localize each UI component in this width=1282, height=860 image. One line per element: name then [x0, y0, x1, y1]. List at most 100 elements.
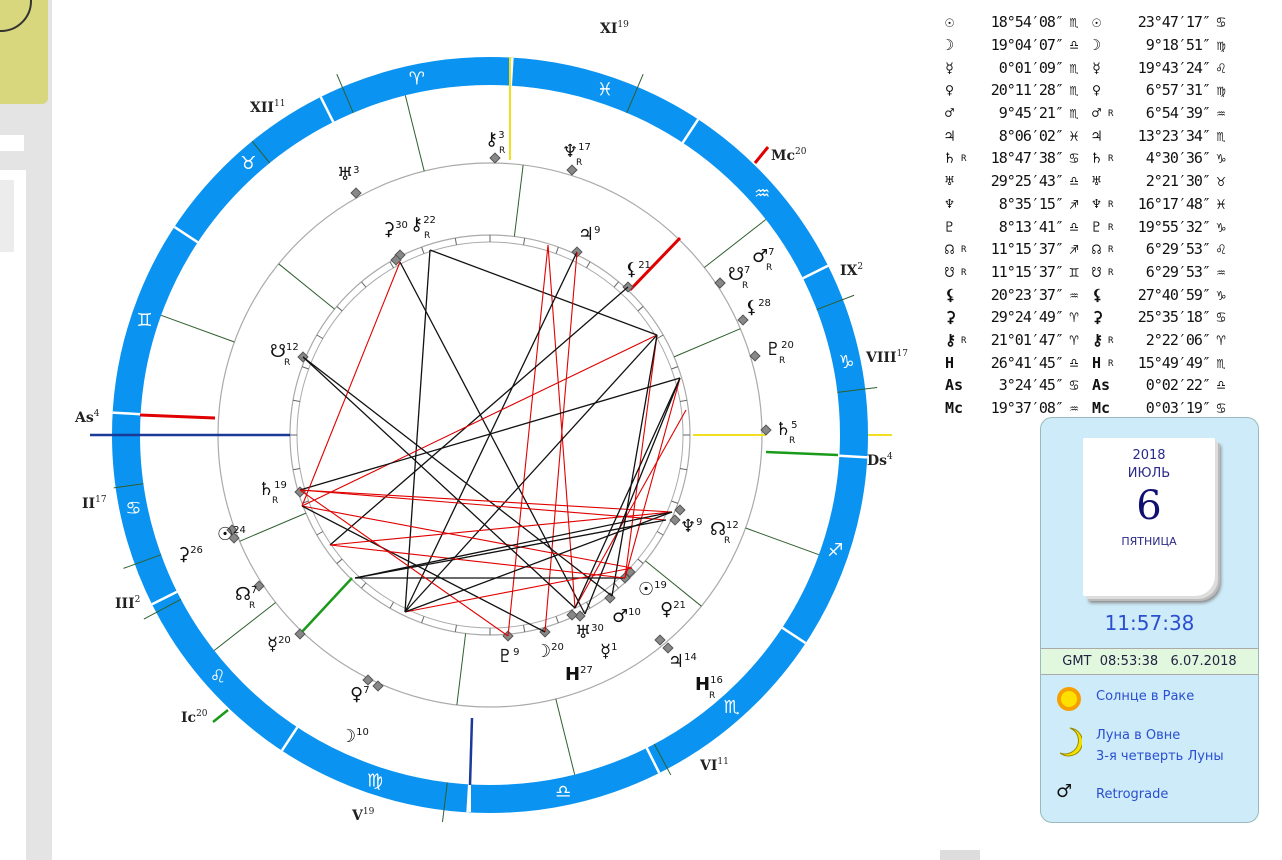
degree-tick — [316, 334, 324, 339]
planet-glyph: Mc — [945, 399, 964, 418]
planet-glyph: ⚳ — [177, 544, 190, 565]
left-cell: Mc 19°37′08″ ♒ — [945, 399, 1090, 417]
table-row: ♂ 9°45′21″ ♏ ♂ R 6°54′39″ ♒ — [945, 102, 1237, 125]
planet-degree: 20 — [278, 635, 291, 646]
site-logo[interactable] — [0, 0, 48, 104]
table-row: ♃ 8°06′02″ ♓ ♃ 13°23′34″ ♏ — [945, 124, 1237, 147]
planet-glyph: ♅ — [1092, 172, 1102, 191]
degree-value: 8°13′41″ — [998, 217, 1064, 236]
house-cusp-line — [626, 73, 644, 114]
planet-glyph: ☋ — [945, 262, 955, 281]
planet-glyph: ☋ — [1092, 262, 1102, 281]
left-cell: H 26°41′45″ ♎ — [945, 354, 1090, 372]
retro-mark: R — [961, 267, 967, 278]
planet-marker — [372, 680, 384, 692]
retro-mark: R — [961, 154, 967, 165]
planet-glyph: ☽ — [945, 36, 955, 55]
cusp-number: II — [82, 496, 95, 512]
sun-sign-link[interactable]: Солнце в Раке — [1056, 686, 1194, 716]
angle-axis-line — [299, 577, 353, 635]
planet-glyph: ♇ — [497, 646, 513, 667]
planet-label: ⚸21 — [625, 259, 651, 280]
degree-tick — [336, 306, 343, 312]
planet-glyph: ♄ — [1092, 149, 1102, 168]
degree-value: 23°47′17″ — [1137, 13, 1211, 32]
right-cell: ☋ R 6°29′53″ ♒ — [1092, 263, 1237, 281]
planet-label: ♇20 — [765, 339, 794, 360]
planet-glyph: ♂ — [612, 606, 628, 627]
degree-value: 0°01′09″ — [998, 58, 1064, 77]
sign-glyph: ♎ — [1069, 172, 1079, 191]
retrograde-link[interactable]: ♂ Retrograde — [1056, 781, 1169, 805]
planet-degree: 7 — [251, 585, 257, 596]
sun-sign-text[interactable]: Солнце в Раке — [1096, 689, 1195, 704]
house-cusp-line — [404, 95, 425, 172]
sun-icon — [1056, 686, 1096, 716]
planet-marker — [294, 628, 306, 640]
house-cusp-line — [645, 560, 702, 607]
right-cell: ⚸ 27°40′59″ ♑ — [1092, 286, 1237, 304]
sign-glyph: ♏ — [1069, 81, 1079, 100]
retrograde-text[interactable]: Retrograde — [1096, 787, 1169, 802]
moon-sign-text[interactable]: Луна в Овне — [1096, 728, 1181, 743]
house-cusp-label: VIII17 — [865, 349, 908, 366]
planet-glyph: ♀ — [660, 599, 673, 620]
planet-marker — [714, 277, 726, 289]
planet-glyph: ☉ — [1092, 13, 1102, 32]
sign-glyph: ♈ — [1216, 330, 1226, 349]
table-row: ♅ 29°25′43″ ♎ ♅ 2°21′30″ ♉ — [945, 170, 1237, 193]
cusp-degree: 17 — [95, 495, 107, 505]
right-cell: ☊ R 6°29′53″ ♌ — [1092, 240, 1237, 258]
planet-glyph: ☉ — [638, 579, 654, 600]
aspect-line-hard — [301, 505, 633, 569]
sign-divider — [466, 784, 471, 813]
planet-degree: 20 — [781, 340, 794, 351]
zodiac-sign-glyph: ♌ — [210, 667, 226, 688]
planet-degree: 1 — [611, 642, 617, 653]
sidebar-strip — [0, 135, 24, 151]
retro-mark: R — [1108, 335, 1114, 346]
retrograde-mark: R — [272, 496, 278, 506]
left-cell: As 3°24′45″ ♋ — [945, 376, 1090, 394]
planet-degree: 14 — [684, 652, 697, 663]
left-sidebar — [0, 0, 52, 860]
planet-marker — [566, 609, 578, 621]
moon-phase-text[interactable]: 3-я четверть Луны — [1096, 749, 1224, 764]
planet-glyph: ⚷ — [485, 129, 498, 150]
degree-value: 20°11′28″ — [990, 81, 1064, 100]
planet-glyph: ⚷ — [1092, 330, 1103, 349]
left-cell: ⚳ 29°24′49″ ♈ — [945, 308, 1090, 326]
planet-label: ☋7 — [728, 264, 750, 285]
planet-glyph: ☿ — [945, 58, 955, 77]
degree-value: 29°25′43″ — [990, 172, 1064, 191]
degree-value: 6°54′39″ — [1145, 104, 1211, 123]
right-cell: ♇ R 19°55′32″ ♑ — [1092, 218, 1237, 236]
calendar-page: 2018 ИЮЛЬ 6 ПЯТНИЦА — [1083, 438, 1215, 596]
table-row: ☽ 19°04′07″ ♎ ☽ 9°18′51″ ♍ — [945, 34, 1237, 57]
table-row: Mc 19°37′08″ ♒ Mc 0°03′19″ ♋ — [945, 397, 1237, 420]
sign-glyph: ♑ — [1216, 217, 1226, 236]
sign-divider — [645, 747, 661, 774]
aspect-line-soft — [302, 356, 613, 597]
degree-tick — [301, 366, 309, 370]
degree-tick — [656, 531, 664, 536]
sign-glyph: ♊ — [1069, 262, 1079, 281]
zodiac-sign-glyph: ♓ — [597, 80, 613, 101]
planet-glyph: H — [1092, 353, 1102, 372]
calendar-widget: 2018 ИЮЛЬ 6 ПЯТНИЦА 11:57:38 GMT 08:53:3… — [1040, 417, 1259, 823]
calendar-year: 2018 — [1132, 448, 1166, 463]
aspect-line-hard — [301, 334, 658, 507]
house-cusp-line — [745, 527, 820, 556]
planet-label: ☿1 — [600, 641, 617, 662]
right-cell: ☿ 19°43′24″ ♌ — [1092, 59, 1237, 77]
house-cusp-line — [336, 73, 354, 114]
cusp-degree: 2 — [857, 262, 863, 272]
planet-degree: 7 — [363, 685, 369, 696]
sign-glyph: ♐ — [1069, 194, 1079, 213]
planet-label: ♀21 — [660, 599, 686, 620]
planet-glyph: ♆ — [945, 194, 955, 213]
degree-value: 20°23′37″ — [990, 285, 1064, 304]
degree-value: 0°02′22″ — [1145, 376, 1211, 395]
moon-sign-link[interactable]: Луна в Овне 3-я четверть Луны — [1056, 725, 1224, 767]
left-cell: ♃ 8°06′02″ ♓ — [945, 127, 1090, 145]
